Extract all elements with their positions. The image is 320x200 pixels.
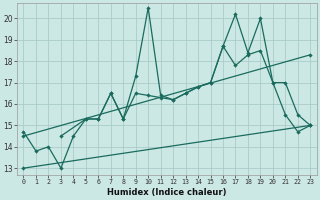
X-axis label: Humidex (Indice chaleur): Humidex (Indice chaleur): [107, 188, 227, 197]
